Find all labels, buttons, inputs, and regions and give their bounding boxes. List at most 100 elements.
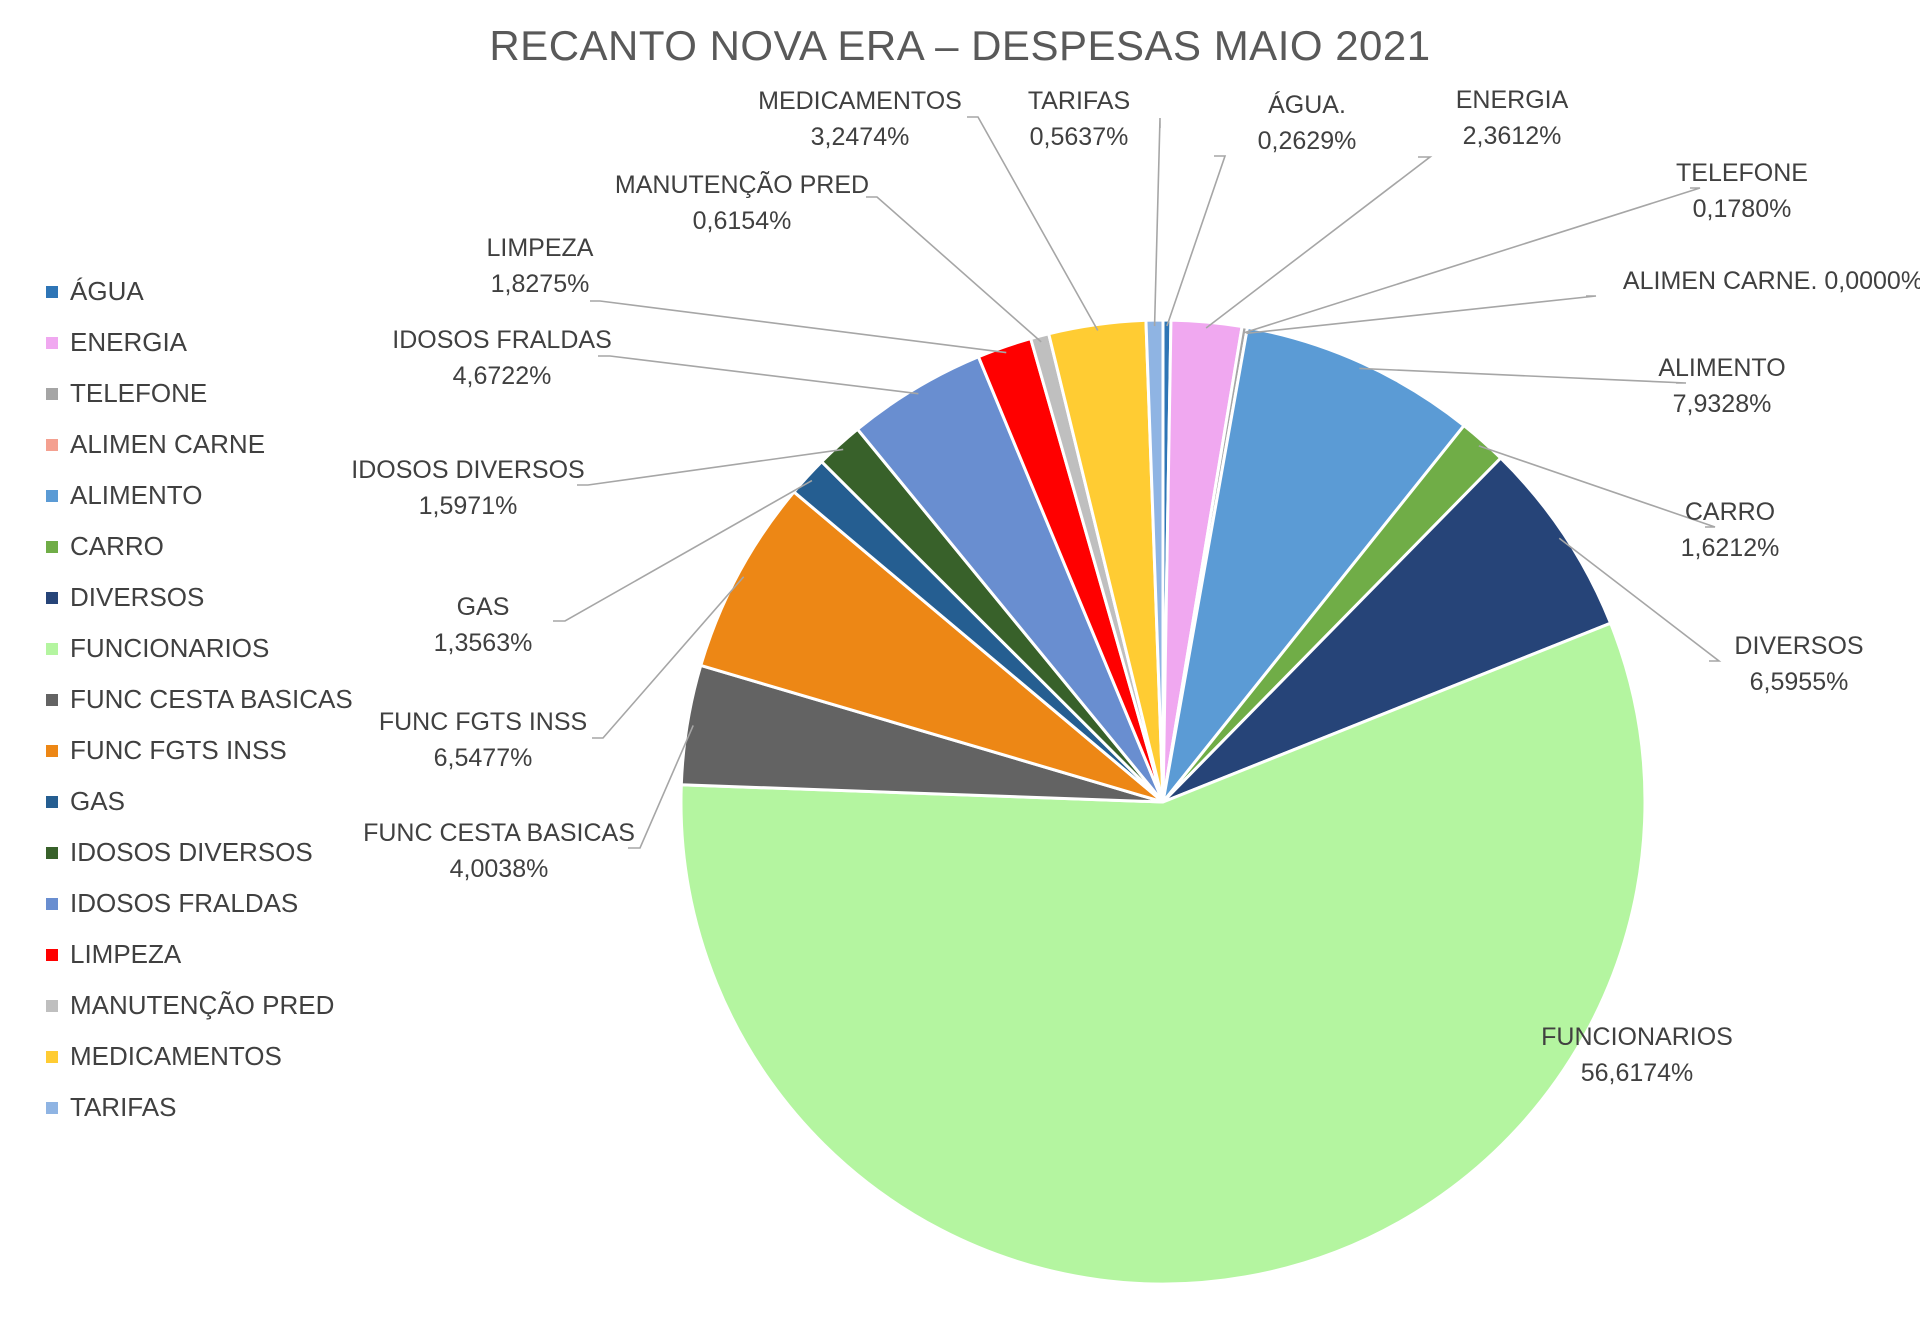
legend-label: TARIFAS <box>70 1092 177 1122</box>
data-label-name: ENERGIA <box>1456 86 1569 114</box>
data-label-name: MANUTENÇÃO PRED <box>615 170 869 199</box>
leader-line-10 <box>553 479 813 622</box>
data-label-name: TELEFONE <box>1676 159 1808 187</box>
legend-item-1: ENERGIA <box>46 317 353 368</box>
data-label-5: CARRO 1,6212% <box>1681 498 1780 562</box>
pie-slice-7 <box>679 621 1647 1286</box>
data-label-name: ALIMEN CARNE. <box>1623 267 1824 295</box>
data-label-value: 56,6174% <box>1581 1059 1694 1087</box>
data-label-value: 4,0038% <box>450 855 549 883</box>
legend-swatch <box>46 336 58 349</box>
legend-label: IDOSOS DIVERSOS <box>70 837 313 867</box>
data-label-8: FUNC CESTA BASICAS 4,0038% <box>363 819 635 883</box>
legend-swatch <box>46 540 58 553</box>
legend-swatch <box>46 846 58 859</box>
leader-line-13 <box>590 300 1007 354</box>
data-label-value: 4,6722% <box>453 362 552 390</box>
data-label-15: MEDICAMENTOS 3,2474% <box>758 87 962 151</box>
legend-item-3: ALIMEN CARNE <box>46 419 353 470</box>
data-label-13: LIMPEZA 1,8275% <box>487 234 594 298</box>
data-label-4: ALIMENTO 7,9328% <box>1658 354 1785 418</box>
data-label-11: IDOSOS DIVERSOS 1,5971% <box>351 456 584 520</box>
legend-label: ENERGIA <box>70 327 188 357</box>
legend-label: TELEFONE <box>70 378 208 408</box>
legend: ÁGUA ENERGIA TELEFONE ALIMEN CARNE ALIMENTO C… <box>46 266 353 1133</box>
legend-label: ALIMEN CARNE <box>70 429 266 459</box>
legend-swatch <box>46 438 58 451</box>
data-label-name: IDOSOS FRALDAS <box>392 326 612 354</box>
legend-swatch <box>46 387 58 400</box>
data-label-value: 6,5955% <box>1750 668 1849 696</box>
data-label-value: 1,8275% <box>491 270 590 298</box>
legend-item-6: DIVERSOS <box>46 572 353 623</box>
legend-label: ÁGUA <box>70 276 144 306</box>
data-label-1: ENERGIA 2,3612% <box>1456 86 1569 150</box>
chart-title: RECANTO NOVA ERA – DESPESAS MAIO 2021 <box>489 22 1431 69</box>
data-label-value: 0,0000% <box>1824 267 1920 295</box>
legend-label: MANUTENÇÃO PRED <box>70 990 335 1020</box>
legend-label: GAS <box>70 786 125 816</box>
data-label-value: 0,1780% <box>1693 195 1792 223</box>
data-label-name: ÁGUA. <box>1268 90 1346 119</box>
data-label-name: TARIFAS <box>1028 87 1130 115</box>
legend-item-13: LIMPEZA <box>46 929 353 980</box>
legend-swatch <box>46 489 58 502</box>
legend-item-7: FUNCIONARIOS <box>46 623 353 674</box>
legend-item-2: TELEFONE <box>46 368 353 419</box>
leader-line-9 <box>592 576 745 739</box>
leader-line-8 <box>628 725 694 849</box>
data-label-2: TELEFONE 0,1780% <box>1676 159 1808 223</box>
pie-slice-6 <box>1161 455 1613 804</box>
data-label-name: FUNCIONARIOS <box>1541 1023 1733 1051</box>
legend-swatch <box>46 1050 58 1063</box>
legend-item-16: TARIFAS <box>46 1082 353 1133</box>
data-label-12: IDOSOS FRALDAS 4,6722% <box>392 326 612 390</box>
data-label-name: LIMPEZA <box>487 234 594 262</box>
data-label-value: 1,5971% <box>419 492 518 520</box>
data-label-name: FUNC FGTS INSS <box>379 708 587 736</box>
leader-line-14 <box>866 196 1042 343</box>
legend-item-8: FUNC CESTA BASICAS <box>46 674 353 725</box>
leader-line-11 <box>577 448 844 486</box>
legend-label: CARRO <box>70 531 164 561</box>
legend-swatch <box>46 744 58 757</box>
legend-label: FUNC FGTS INSS <box>70 735 287 765</box>
leader-line-12 <box>598 355 919 395</box>
data-label-name: ALIMENTO <box>1658 354 1785 382</box>
leader-line-0 <box>1166 155 1227 327</box>
legend-label: FUNCIONARIOS <box>70 633 270 663</box>
legend-swatch <box>46 1101 58 1114</box>
legend-item-0: ÁGUA <box>46 266 353 317</box>
data-label-9: FUNC FGTS INSS 6,5477% <box>379 708 587 772</box>
legend-item-12: IDOSOS FRALDAS <box>46 878 353 929</box>
legend-swatch <box>46 285 58 298</box>
data-label-name: CARRO <box>1685 498 1775 526</box>
data-label-10: GAS 1,3563% <box>434 593 533 657</box>
data-label-value: 3,2474% <box>811 123 910 151</box>
leader-line-3 <box>1246 295 1597 335</box>
legend-label: ALIMENTO <box>70 480 203 510</box>
legend-item-10: GAS <box>46 776 353 827</box>
leader-line-15 <box>967 116 1099 331</box>
data-label-value: 0,6154% <box>693 207 792 235</box>
legend-label: MEDICAMENTOS <box>70 1041 282 1071</box>
legend-label: DIVERSOS <box>70 582 205 612</box>
data-label-3: ALIMEN CARNE. 0,0000% <box>1623 267 1920 295</box>
data-label-value: 2,3612% <box>1463 122 1562 150</box>
data-label-name: FUNC CESTA BASICAS <box>363 819 635 847</box>
pie-slices <box>679 318 1647 1286</box>
legend-swatch <box>46 897 58 910</box>
leader-lines <box>553 116 1722 849</box>
legend-swatch <box>46 795 58 808</box>
leader-line-1 <box>1205 156 1433 329</box>
data-label-value: 1,3563% <box>434 629 533 657</box>
legend-swatch <box>46 642 58 655</box>
data-label-name: DIVERSOS <box>1734 632 1863 660</box>
data-label-14: MANUTENÇÃO PRED 0,6154% <box>615 170 869 235</box>
leader-line-16 <box>1153 117 1161 327</box>
data-label-value: 0,5637% <box>1030 123 1129 151</box>
legend-item-4: ALIMENTO <box>46 470 353 521</box>
legend-item-14: MANUTENÇÃO PRED <box>46 980 353 1031</box>
leader-line-5 <box>1478 445 1716 528</box>
